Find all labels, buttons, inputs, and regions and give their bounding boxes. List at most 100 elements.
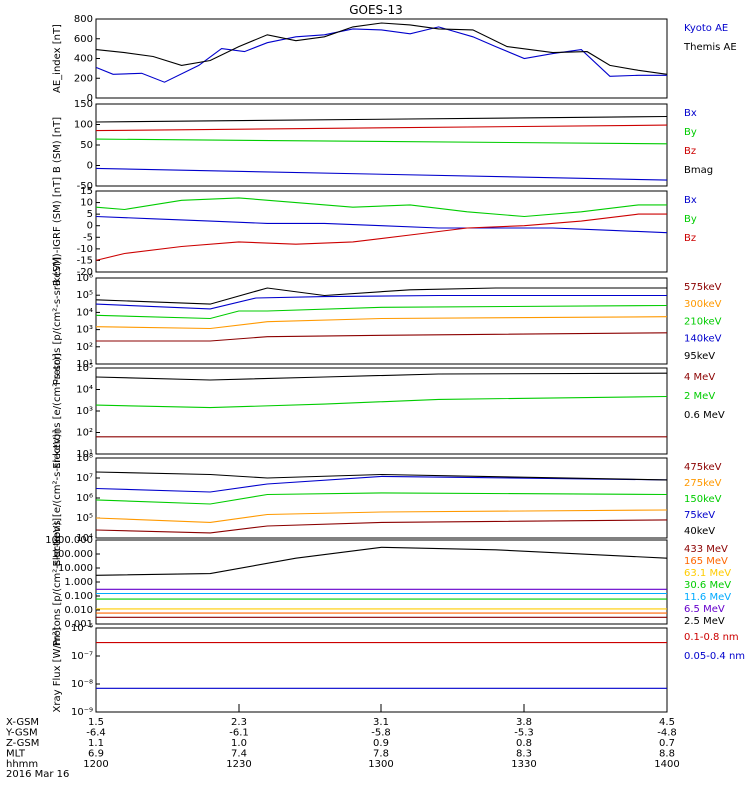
y-tick-label: -50 [77, 181, 93, 192]
x-axis-row-label: MLT [6, 749, 26, 760]
series-line-Themis-AE [95, 22, 668, 75]
legend-entry: 63.1 MeV [684, 568, 731, 579]
legend-entry: 0.6 MeV [684, 410, 725, 421]
y-tick-label: 10⁻⁷ [71, 651, 93, 662]
series-line-By [95, 138, 668, 145]
panel-frame-2 [95, 190, 668, 273]
x-axis-value: -6.4 [86, 728, 106, 739]
x-axis-value: 4.5 [659, 717, 675, 728]
series-line-2.5-MeV [95, 546, 668, 576]
y-tick-label: 0 [87, 93, 93, 104]
x-axis-value: 3.8 [516, 717, 532, 728]
series-line-Bx [95, 215, 668, 234]
y-tick-label: 10⁶ [76, 493, 93, 504]
y-tick-label: 10¹ [76, 449, 93, 460]
series-line-150keV [95, 492, 668, 505]
y-tick-label: 150 [74, 99, 93, 110]
series-line-0.6-MeV [95, 372, 668, 381]
x-axis-row-label: X-GSM [6, 717, 39, 728]
series-line-575keV [96, 332, 668, 342]
legend-entry: Kyoto AE [684, 23, 728, 34]
x-axis-value: 1200 [83, 759, 108, 770]
y-tick-label: 10³ [76, 406, 93, 417]
y-tick-label: 15 [80, 186, 93, 197]
figure-title: GOES-13 [349, 3, 403, 17]
legend-entry: 40keV [684, 526, 715, 537]
legend-entry: 165 MeV [684, 556, 728, 567]
panel-frame-4 [95, 367, 668, 455]
y-tick-label: -20 [77, 267, 93, 278]
x-axis-value: 7.8 [373, 749, 389, 760]
x-axis-value: 1.5 [88, 717, 104, 728]
y-tick-label: 1.000 [64, 577, 93, 588]
y-tick-label: 10⁷ [76, 473, 93, 484]
y-tick-label: 100.000 [52, 549, 93, 560]
y-tick-label: 10⁵ [76, 363, 93, 374]
legend-entry: 0.1-0.8 nm [684, 632, 739, 643]
legend-entry: By [684, 127, 697, 138]
x-axis-value: 1230 [226, 759, 251, 770]
series-line-By [95, 197, 667, 218]
x-axis-date: 2016 Mar 16 [6, 769, 69, 780]
legend-entry: 150keV [684, 494, 722, 505]
x-axis-row-label: Z-GSM [6, 738, 39, 749]
y-tick-label: 10⁸ [76, 453, 93, 464]
y-tick-label: 10.000 [58, 563, 93, 574]
legend-entry: 300keV [684, 299, 722, 310]
series-line-95keV [95, 287, 667, 305]
series-line-475keV [95, 519, 668, 534]
legend-entry: Bx [684, 195, 697, 206]
series-line-40keV [95, 471, 668, 481]
y-tick-label: 0.100 [64, 591, 93, 602]
y-tick-label: 10⁵ [76, 513, 93, 524]
x-axis-value: 1400 [654, 759, 679, 770]
legend-entry: 575keV [684, 282, 722, 293]
y-tick-label: 10² [76, 342, 93, 353]
x-axis-value: 7.4 [231, 749, 247, 760]
y-axis-label: B (SM)-IGRF (SM) [nT] [52, 177, 63, 286]
legend-entry: By [684, 214, 697, 225]
y-tick-label: 10³ [76, 325, 93, 336]
y-tick-label: -5 [83, 232, 93, 243]
legend-entry: 433 MeV [684, 544, 728, 555]
series-line-75keV [95, 475, 668, 493]
y-tick-label: 10⁴ [76, 533, 93, 544]
legend-entry: 11.6 MeV [684, 592, 731, 603]
y-tick-label: 5 [87, 209, 93, 220]
x-axis-value: 0.8 [516, 738, 532, 749]
legend-entry: Bz [684, 146, 696, 157]
legend-entry: Bmag [684, 165, 713, 176]
legend-entry: Themis AE [683, 42, 737, 53]
y-axis-label: Protons [p/(cm²-s-sr-keV)] [52, 257, 63, 385]
y-tick-label: 0 [87, 161, 93, 172]
y-axis-label: Electrons [e/(cm²-s-sr)] [52, 353, 63, 469]
x-axis-value: 2.3 [231, 717, 247, 728]
panel-frame-7 [95, 627, 668, 713]
legend-entry: 0.05-0.4 nm [684, 651, 745, 662]
y-tick-label: 400 [74, 54, 93, 65]
y-tick-label: 0.010 [64, 605, 93, 616]
series-line-300keV [95, 316, 668, 330]
x-axis-value: -5.8 [371, 728, 391, 739]
y-tick-label: 600 [74, 34, 93, 45]
x-axis-value: 1330 [511, 759, 536, 770]
y-tick-label: 10⁻⁶ [71, 623, 93, 634]
x-axis-value: 8.3 [516, 749, 532, 760]
y-tick-label: 1000.000 [45, 535, 93, 546]
panel-frame-3 [95, 277, 668, 365]
y-axis-label: Electrons [e/(cm²-s-sr-keV)] [52, 429, 63, 566]
x-axis-value: -6.1 [229, 728, 249, 739]
panel-frame-5 [95, 457, 668, 539]
legend-entry: 30.6 MeV [684, 580, 731, 591]
legend-entry: 140keV [684, 334, 722, 345]
y-axis-label: B (SM) [nT] [52, 117, 63, 173]
y-tick-label: 10⁴ [76, 307, 93, 318]
y-tick-label: 200 [74, 73, 93, 84]
x-axis-value: -5.3 [514, 728, 534, 739]
series-line-Bz [95, 124, 668, 132]
legend-entry: 2.5 MeV [684, 616, 725, 627]
x-axis-value: 1.0 [231, 738, 247, 749]
y-tick-label: 0 [87, 221, 93, 232]
